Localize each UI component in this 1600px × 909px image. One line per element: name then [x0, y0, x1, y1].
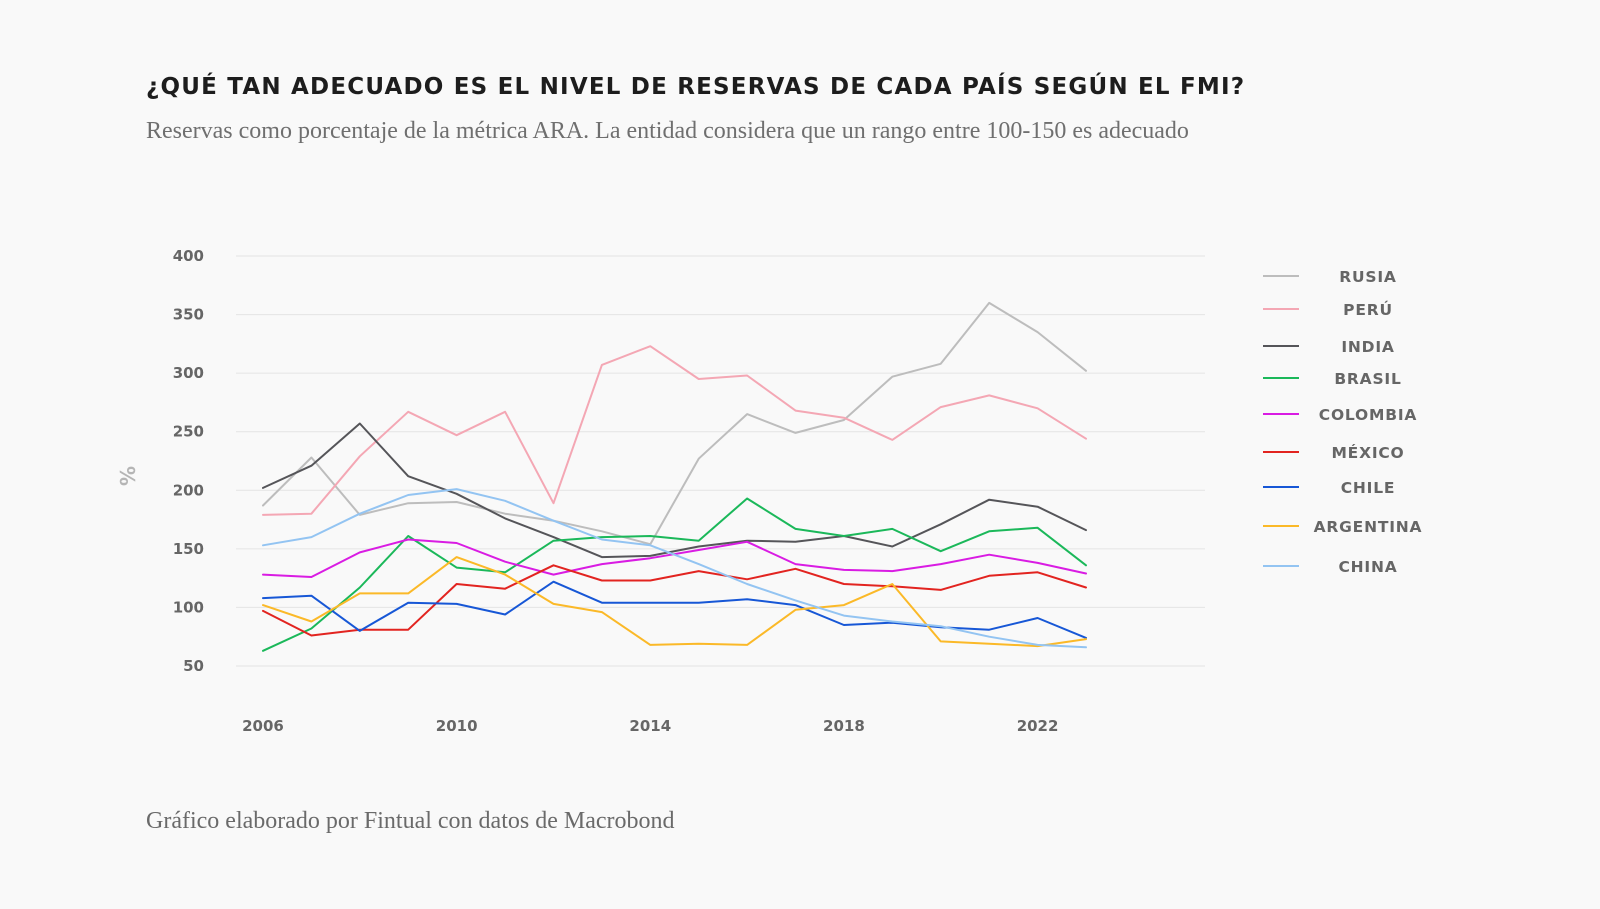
legend-item: BRASIL: [1263, 370, 1401, 388]
y-tick-label: 350: [173, 306, 204, 324]
legend-item: INDIA: [1263, 338, 1394, 356]
legend-label: ARGENTINA: [1314, 518, 1423, 536]
y-axis-ticks: 50 100 150 200 250 300 350 400: [173, 247, 204, 675]
series-line-china: [262, 488, 1087, 649]
x-tick-label: 2006: [242, 717, 284, 735]
series-line-rusia: [262, 301, 1087, 546]
source-footer: Gráfico elaborado por Fintual con datos …: [146, 808, 675, 834]
x-tick-label: 2022: [1017, 717, 1059, 735]
series-line-brasil: [262, 497, 1087, 652]
y-tick-label: 250: [173, 423, 204, 441]
legend-label: MÉXICO: [1331, 443, 1404, 462]
legend-label: RUSIA: [1339, 268, 1396, 286]
legend-label: BRASIL: [1334, 370, 1401, 388]
y-tick-label: 200: [173, 481, 204, 499]
legend-label: INDIA: [1341, 338, 1394, 356]
chart-subtitle: Reservas como porcentaje de la métrica A…: [146, 118, 1189, 144]
legend-label: COLOMBIA: [1319, 406, 1417, 424]
legend-item: CHINA: [1263, 558, 1397, 576]
y-tick-label: 400: [173, 247, 204, 265]
y-tick-label: 300: [173, 364, 204, 382]
y-tick-label: 100: [173, 598, 204, 616]
legend-item: ARGENTINA: [1263, 518, 1422, 536]
x-axis-ticks: 2006 2010 2014 2018 2022: [242, 717, 1058, 735]
legend-label: PERÚ: [1343, 300, 1393, 319]
legend-item: MÉXICO: [1263, 443, 1404, 462]
y-axis-label: %: [116, 466, 140, 486]
legend-item: COLOMBIA: [1263, 406, 1417, 424]
series-line-india: [262, 422, 1087, 559]
series-line-perú: [262, 345, 1087, 516]
chart-title: ¿QUÉ TAN ADECUADO ES EL NIVEL DE RESERVA…: [146, 74, 1246, 100]
series-lines: [262, 301, 1087, 652]
y-tick-label: 50: [183, 657, 204, 675]
y-tick-label: 150: [173, 540, 204, 558]
legend-item: PERÚ: [1263, 300, 1393, 319]
grid-lines: [236, 255, 1205, 667]
x-tick-label: 2010: [436, 717, 478, 735]
legend-item: CHILE: [1263, 479, 1396, 497]
legend: RUSIA PERÚ INDIA BRASIL COLOMBIA MÉXICO CHILE A…: [1263, 268, 1422, 576]
series-line-méxico: [262, 564, 1087, 637]
legend-item: RUSIA: [1263, 268, 1396, 286]
legend-label: CHILE: [1341, 479, 1396, 497]
series-line-argentina: [262, 556, 1087, 648]
x-tick-label: 2018: [823, 717, 865, 735]
x-tick-label: 2014: [629, 717, 671, 735]
legend-label: CHINA: [1338, 558, 1397, 576]
